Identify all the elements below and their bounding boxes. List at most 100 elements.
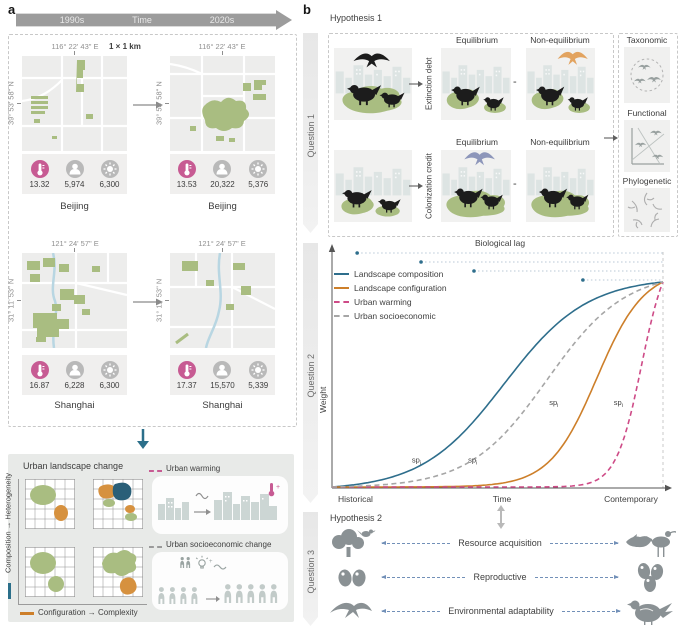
timeline-arrow: 1990s Time 2020s [16, 10, 292, 30]
three-eggs-icon [637, 563, 664, 592]
series-curve [332, 281, 664, 488]
map-tick [222, 51, 223, 55]
stat-population: 15,570 [210, 360, 235, 390]
dashed-arrow-right [561, 608, 622, 613]
process-arrow [409, 183, 423, 189]
extinction-start-scene [334, 48, 412, 120]
question1-label: Question 1 [305, 114, 316, 158]
map-transition-arrow [133, 101, 163, 109]
dashed-arrow-left [380, 540, 451, 545]
temperature-value: 13.32 [29, 180, 50, 189]
city-name: Beijing [208, 201, 237, 212]
stat-population: 20,322 [210, 159, 235, 189]
down-arrow [137, 429, 149, 449]
hypothesis1-title: Hypothesis 1 [330, 13, 383, 23]
sun-icon [249, 160, 268, 178]
grid-y-axis [18, 479, 19, 605]
configuration-swatch [20, 612, 34, 615]
stat-temperature: 16.87 [29, 360, 50, 390]
map-shanghai-1990s [22, 253, 127, 348]
population-value: 5,974 [64, 180, 85, 189]
biological-lag-dot [355, 251, 359, 255]
coord-north: 39° 53' 58" N [6, 81, 16, 126]
city-name: Shanghai [202, 400, 243, 411]
dashed-arrow-right [534, 574, 620, 579]
question3-arrow: Question 3 [303, 512, 318, 626]
landscape-grid-2 [93, 479, 143, 529]
population-value: 6,228 [64, 381, 85, 390]
timeline-era-left: 1990s [59, 15, 85, 25]
taxonomic-label: Taxonomic [626, 35, 668, 45]
extinction-debt-label: Extinction debt [424, 57, 434, 111]
sun-icon [100, 361, 119, 379]
process-arrow [409, 81, 423, 87]
chart-ylabel: Weight [318, 386, 328, 414]
x-axis-arrowhead [665, 484, 672, 492]
stat-temperature: 17.37 [177, 360, 197, 390]
map-tick [222, 248, 223, 252]
city-name: Beijing [60, 201, 89, 212]
coord-north: 31° 11' 53" N [6, 278, 16, 323]
composition-swatch [8, 583, 11, 599]
dashed-arrow-left [380, 574, 466, 579]
svg-text:+: + [276, 484, 280, 491]
phylogenetic-icon [624, 188, 670, 232]
stat-temperature: 13.53 [177, 159, 197, 189]
colonization-nonequilibrium-scene [526, 150, 595, 222]
city-growth-illustration: + [158, 483, 280, 520]
extinction-equilibrium-scene [441, 48, 511, 120]
biological-lag-dot [419, 260, 423, 264]
map-tick [74, 51, 75, 55]
question2-arrow: Question 2 [303, 243, 318, 503]
thermometer-icon [30, 160, 49, 178]
colonization-equilibrium-scene [441, 150, 511, 222]
city-stats: 13.32 5,974 6,300 [22, 154, 127, 194]
temperature-value: 16.87 [29, 381, 50, 390]
temperature-value: 13.53 [176, 180, 197, 189]
maps-section-box [8, 34, 297, 427]
map-scale-label: 1 × 1 km [109, 42, 141, 51]
city-stats: 13.53 20,322 5,376 [170, 154, 275, 194]
people-icon [65, 361, 84, 379]
chart-legend: Landscape composition Landscape configura… [334, 269, 447, 321]
legend-swatch-dashed [334, 315, 349, 317]
stat-light: 5,339 [248, 360, 268, 390]
urban-socioeconomic-label: Urban socioeconomic change [166, 540, 272, 549]
light-value: 5,376 [248, 180, 269, 189]
people-icon [65, 160, 84, 178]
map-shanghai-2020s [170, 253, 275, 348]
up-down-arrow [497, 505, 505, 529]
population-growth-illustration: + [158, 555, 278, 604]
colonization-start-scene [334, 150, 412, 222]
warming-dash-swatch [149, 470, 162, 472]
colonization-credit-label: Colonization credit [424, 153, 434, 219]
x-tick-contemporary: Contemporary [604, 494, 658, 504]
hypothesis1-box [328, 33, 614, 237]
question3-label: Question 3 [305, 550, 316, 594]
timeline-era-right: 2020s [209, 15, 235, 25]
trait-row: Environmental adaptability [328, 595, 676, 627]
map-transition-arrow [133, 298, 163, 306]
population-value: 15,570 [210, 381, 235, 390]
city-stats: 17.37 15,570 5,339 [170, 355, 275, 395]
y-axis-arrowhead [328, 244, 336, 252]
coord-east: 121° 24' 57" E [51, 239, 99, 248]
wader-bird-with-food-icon [626, 531, 677, 557]
equilibrium-label: Equilibrium [455, 35, 499, 45]
legend-label: Urban socioeconomic [354, 311, 436, 321]
stat-population: 6,228 [64, 360, 85, 390]
socioeconomic-dash-swatch [149, 546, 162, 548]
people-icon [213, 160, 232, 178]
non-equilibrium-label: Non-equilibrium [530, 35, 590, 45]
legend-item: Landscape configuration [334, 283, 447, 293]
resource-acquisition-label: Resource acquisition [458, 538, 542, 548]
panel-b-label: b [303, 2, 311, 17]
stat-light: 6,300 [99, 159, 120, 189]
landscape-grid-1 [25, 479, 75, 529]
two-eggs-icon [338, 569, 366, 587]
grid-x-axis [18, 604, 147, 605]
coord-north: 31° 11' 53" N [154, 278, 164, 323]
question1-arrow: Question 1 [303, 33, 318, 233]
phylogenetic-label: Phylogenetic [622, 176, 672, 186]
